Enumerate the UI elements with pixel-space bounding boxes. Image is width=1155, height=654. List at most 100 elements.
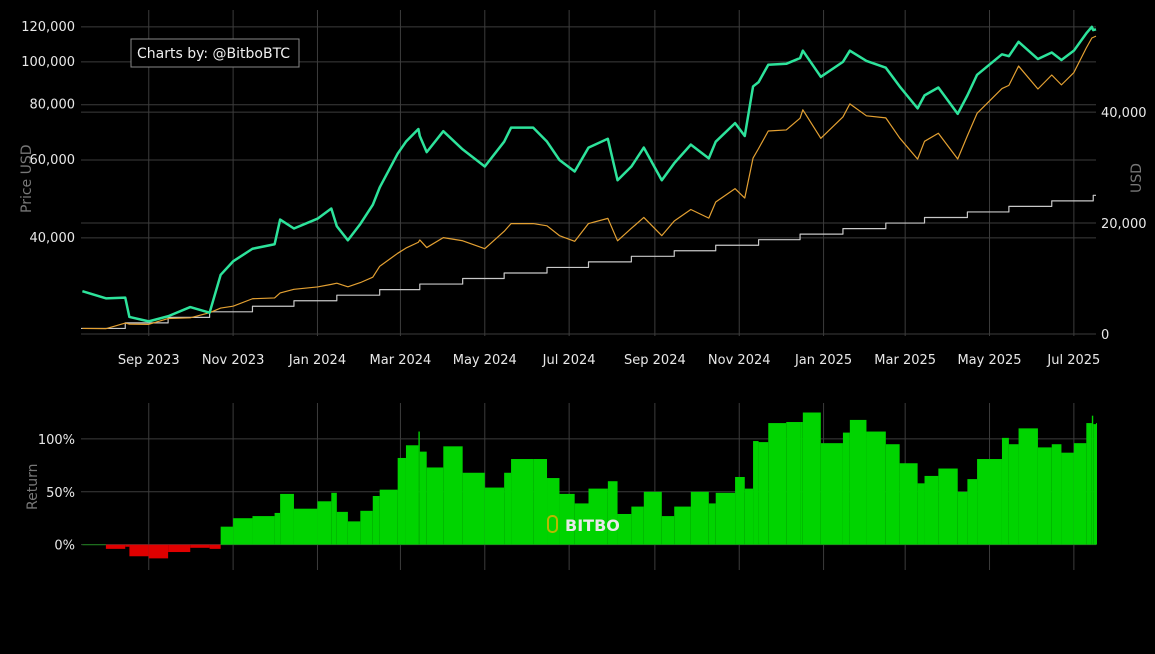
return-bar [397,457,406,545]
return-bar [1008,444,1019,545]
y-left-tick-label: 120,000 [21,20,75,35]
x-tick-label: Jan 2024 [288,353,346,368]
return-bar [588,488,608,545]
y-axis-right-title: USD [1129,163,1145,193]
return-bar [967,479,978,545]
y-right-tick-label: 0 [1101,328,1109,343]
return-bar [293,508,318,545]
return-bar [744,488,754,545]
return-bar [842,432,850,545]
return-bars [82,412,1097,559]
return-bar [105,544,126,549]
x-tick-label: Mar 2024 [370,353,432,368]
return-bar [336,511,348,545]
y-left-tick-label: 40,000 [30,231,76,246]
return-bar [190,544,210,548]
return-bar [168,544,191,553]
return-bar [1018,428,1038,545]
y-left-tick-label: 60,000 [30,153,76,168]
x-tick-label: May 2025 [957,353,1021,368]
return-bar [379,489,398,545]
return-bar [1001,437,1009,545]
invested-line [81,194,1096,330]
return-bar [849,419,867,545]
return-bar [715,492,736,545]
return-bar [443,446,463,545]
return-bar [220,526,234,545]
return-bar [574,503,589,545]
return-bar [484,487,505,545]
bitbo-logo-icon [547,515,558,533]
return-y-tick-label: 50% [46,486,75,501]
x-tick-label: Jul 2024 [542,353,596,368]
return-y-tick-label: 100% [38,433,75,448]
return-bar [1091,415,1094,545]
x-tick-label: Sep 2024 [624,353,686,368]
return-bar [938,468,958,545]
return-bar [419,451,427,545]
x-tick-label: Jan 2025 [794,353,852,368]
return-bar [661,516,675,545]
return-bar [504,472,512,545]
return-bar [802,412,821,545]
return-bar [317,501,332,545]
return-bar [1073,443,1087,545]
return-bar [360,510,373,545]
y-axis-left-title: Price USD [19,144,35,213]
return-bar [82,544,106,546]
return-bar [1096,423,1097,545]
return-bar [917,483,925,545]
return-bar [347,521,361,545]
return-bar [708,503,716,545]
price-lines [81,25,1097,330]
return-bar [690,491,709,545]
return-bar [129,544,149,557]
return-bar [800,422,803,545]
y-right-tick-label: 20,000 [1101,217,1147,232]
return-bar [753,441,759,545]
return-bar [977,459,1002,545]
value-line [82,35,1097,330]
return-bar [405,445,419,545]
return-bar [426,467,444,545]
return-bar [148,544,169,559]
watermark-text: BITBO [565,516,620,535]
return-bar [1051,444,1062,545]
y-left-tick-label: 100,000 [21,55,75,70]
return-bar [674,506,691,545]
price-line [82,25,1097,323]
return-bar [511,459,534,545]
return-bar [924,475,939,545]
return-bar [617,513,632,545]
return-bar [607,481,618,545]
return-bar [758,442,769,545]
return-bar [252,516,275,545]
y-left-tick-label: 80,000 [30,98,76,113]
return-bar [631,506,644,545]
return-bar [372,496,380,545]
return-bar [899,463,918,545]
annotation-text: Charts by: @BitboBTC [137,46,290,62]
ticks-layer: Sep 2023 Nov 2023 Jan 2024 Mar 2024 May 2024… [21,20,1146,554]
return-bar [957,491,968,545]
return-bar [209,544,221,549]
x-tick-label: May 2024 [453,353,517,368]
annotation-box [130,38,300,68]
y-right-tick-label: 40,000 [1101,106,1147,121]
return-bar [820,443,843,545]
return-bar [1086,423,1092,545]
return-bar [885,444,900,545]
return-bar [559,493,575,545]
x-tick-label: Mar 2025 [874,353,936,368]
x-tick-label: Jul 2025 [1046,353,1100,368]
return-bar [1093,424,1096,545]
bitbo-watermark: BITBO [547,515,620,535]
return-bar [786,422,801,545]
x-tick-label: Nov 2024 [708,353,771,368]
return-bar [233,518,253,545]
return-bar [768,423,787,545]
return-bar [735,476,745,545]
return-bar [1037,447,1052,545]
return-bar [125,544,130,547]
